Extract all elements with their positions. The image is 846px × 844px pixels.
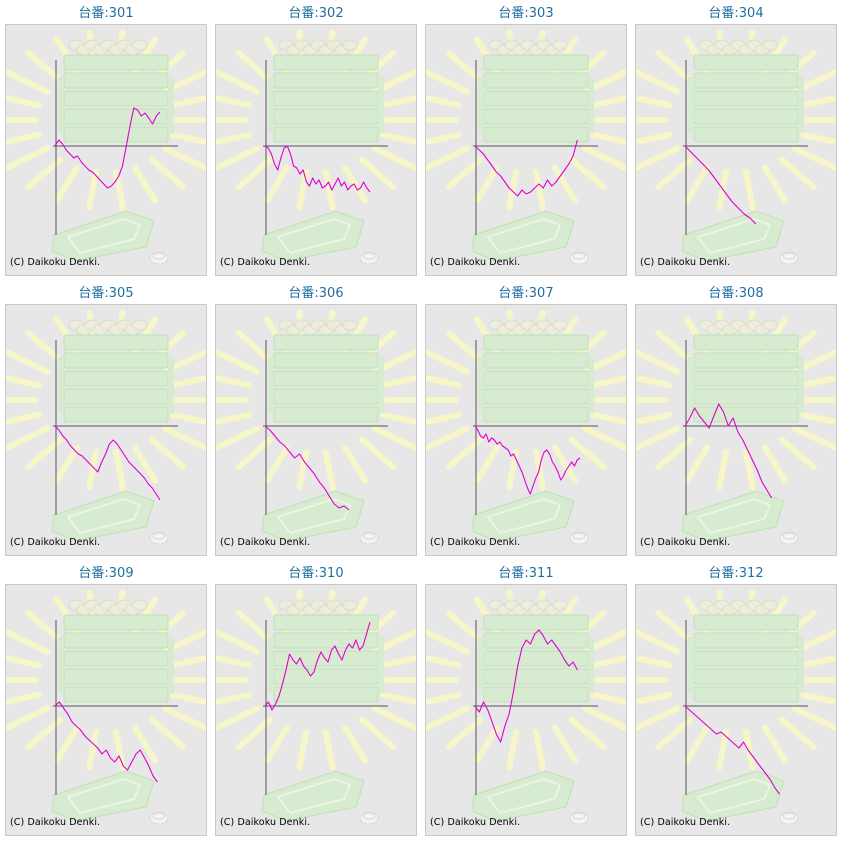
chart-cell: 台番:305 (C) Daikoku Denki. [5,282,207,557]
line-chart [426,29,626,265]
copyright-text: (C) Daikoku Denki. [430,537,521,548]
chart-title[interactable]: 台番:302 [288,6,344,21]
series-line [54,107,161,189]
series-line [474,629,578,743]
copyright-text: (C) Daikoku Denki. [640,257,731,268]
background-illustration [216,309,416,545]
chart-cell: 台番:308 (C) Daikoku Denki. [635,282,837,557]
chart-title[interactable]: 台番:311 [498,566,554,581]
series-line [684,145,757,225]
line-chart [636,589,836,825]
chart-panel: (C) Daikoku Denki. [425,24,627,276]
chart-cell: 台番:301 (C) Daikoku Denki. [5,2,207,277]
line-chart [426,309,626,545]
chart-cell: 台番:310 (C) Daikoku Denki. [215,562,417,837]
line-chart [636,309,836,545]
chart-panel: (C) Daikoku Denki. [5,584,207,836]
series-line [474,425,581,495]
copyright-text: (C) Daikoku Denki. [10,257,101,268]
line-chart [6,29,206,265]
series-line [54,425,161,501]
series-line [264,621,371,711]
series-line [264,425,350,511]
copyright-text: (C) Daikoku Denki. [10,817,101,828]
line-chart [216,29,416,265]
chart-title[interactable]: 台番:308 [708,286,764,301]
background-illustration [216,29,416,265]
series-line [684,403,773,499]
chart-title[interactable]: 台番:306 [288,286,344,301]
series-line [264,145,371,193]
background-illustration [426,309,626,545]
chart-panel: (C) Daikoku Denki. [635,584,837,836]
chart-title[interactable]: 台番:310 [288,566,344,581]
copyright-text: (C) Daikoku Denki. [220,537,311,548]
chart-title[interactable]: 台番:303 [498,6,554,21]
chart-panel: (C) Daikoku Denki. [635,24,837,276]
chart-panel: (C) Daikoku Denki. [215,24,417,276]
chart-title[interactable]: 台番:312 [708,566,764,581]
line-chart [426,589,626,825]
background-illustration [426,29,626,265]
copyright-text: (C) Daikoku Denki. [430,817,521,828]
chart-panel: (C) Daikoku Denki. [425,304,627,556]
chart-panel: (C) Daikoku Denki. [5,24,207,276]
chart-cell: 台番:307 (C) Daikoku Denki. [425,282,627,557]
series-line [684,705,780,795]
chart-cell: 台番:302 (C) Daikoku Denki. [215,2,417,277]
series-line [474,139,578,197]
chart-cell: 台番:303 (C) Daikoku Denki. [425,2,627,277]
background-illustration [6,309,206,545]
chart-cell: 台番:309 (C) Daikoku Denki. [5,562,207,837]
background-illustration [426,589,626,825]
chart-panel: (C) Daikoku Denki. [215,304,417,556]
copyright-text: (C) Daikoku Denki. [220,817,311,828]
background-illustration [636,589,836,825]
chart-title[interactable]: 台番:301 [78,6,134,21]
chart-cell: 台番:306 (C) Daikoku Denki. [215,282,417,557]
series-line [54,701,158,783]
line-chart [6,589,206,825]
copyright-text: (C) Daikoku Denki. [220,257,311,268]
copyright-text: (C) Daikoku Denki. [640,817,731,828]
chart-title[interactable]: 台番:305 [78,286,134,301]
copyright-text: (C) Daikoku Denki. [640,537,731,548]
copyright-text: (C) Daikoku Denki. [430,257,521,268]
line-chart [6,309,206,545]
chart-panel: (C) Daikoku Denki. [5,304,207,556]
chart-panel: (C) Daikoku Denki. [215,584,417,836]
copyright-text: (C) Daikoku Denki. [10,537,101,548]
chart-title[interactable]: 台番:309 [78,566,134,581]
chart-cell: 台番:312 (C) Daikoku Denki. [635,562,837,837]
chart-cell: 台番:304 (C) Daikoku Denki. [635,2,837,277]
line-chart [216,309,416,545]
background-illustration [636,309,836,545]
chart-panel: (C) Daikoku Denki. [635,304,837,556]
background-illustration [636,29,836,265]
background-illustration [6,29,206,265]
line-chart [216,589,416,825]
background-illustration [216,589,416,825]
chart-cell: 台番:311 (C) Daikoku Denki. [425,562,627,837]
chart-title[interactable]: 台番:304 [708,6,764,21]
background-illustration [6,589,206,825]
chart-title[interactable]: 台番:307 [498,286,554,301]
chart-panel: (C) Daikoku Denki. [425,584,627,836]
line-chart [636,29,836,265]
